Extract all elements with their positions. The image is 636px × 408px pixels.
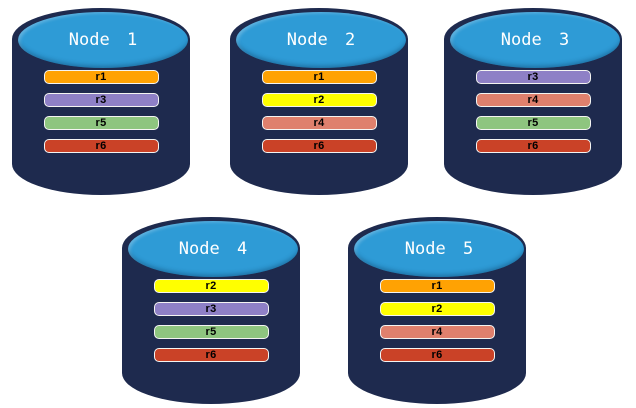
replica-bar: r5 — [43, 116, 159, 130]
cylinder-top-ellipse: Node 5 — [354, 221, 524, 277]
node-title: Node 5 — [404, 239, 474, 259]
cylinder-top-ellipse: Node 3 — [450, 12, 620, 68]
replica-bar: r6 — [43, 139, 159, 153]
replica-bar: r5 — [475, 116, 591, 130]
database-cylinder-node-2: Node 2 r1 r2 r4 r6 — [230, 8, 408, 195]
replica-bar: r5 — [153, 325, 269, 339]
replica-bar: r2 — [379, 302, 495, 316]
database-cylinder-node-1: Node 1 r1 r3 r5 r6 — [12, 8, 190, 195]
node-title: Node 1 — [68, 30, 138, 50]
database-cylinder-node-3: Node 3 r3 r4 r5 r6 — [444, 8, 622, 195]
replica-bar: r2 — [261, 93, 377, 107]
replica-list: r1 r2 r4 r6 — [348, 279, 526, 362]
replica-bar: r3 — [43, 93, 159, 107]
node-title: Node 3 — [500, 30, 570, 50]
node-title: Node 4 — [178, 239, 248, 259]
replica-list: r3 r4 r5 r6 — [444, 70, 622, 153]
replica-bar: r4 — [261, 116, 377, 130]
replica-bar: r3 — [153, 302, 269, 316]
cylinder-top-ellipse: Node 2 — [236, 12, 406, 68]
replica-bar: r6 — [261, 139, 377, 153]
replica-bar: r6 — [379, 348, 495, 362]
node-title: Node 2 — [286, 30, 356, 50]
replica-bar: r2 — [153, 279, 269, 293]
replica-bar: r1 — [379, 279, 495, 293]
cylinder-top-ellipse: Node 4 — [128, 221, 298, 277]
replica-bar: r1 — [43, 70, 159, 84]
replica-bar: r1 — [261, 70, 377, 84]
replica-bar: r6 — [153, 348, 269, 362]
database-cylinder-node-4: Node 4 r2 r3 r5 r6 — [122, 217, 300, 404]
replica-bar: r3 — [475, 70, 591, 84]
replica-bar: r6 — [475, 139, 591, 153]
cylinder-top-ellipse: Node 1 — [18, 12, 188, 68]
replica-list: r2 r3 r5 r6 — [122, 279, 300, 362]
replica-list: r1 r2 r4 r6 — [230, 70, 408, 153]
replica-list: r1 r3 r5 r6 — [12, 70, 190, 153]
replica-bar: r4 — [475, 93, 591, 107]
database-cylinder-node-5: Node 5 r1 r2 r4 r6 — [348, 217, 526, 404]
replica-bar: r4 — [379, 325, 495, 339]
